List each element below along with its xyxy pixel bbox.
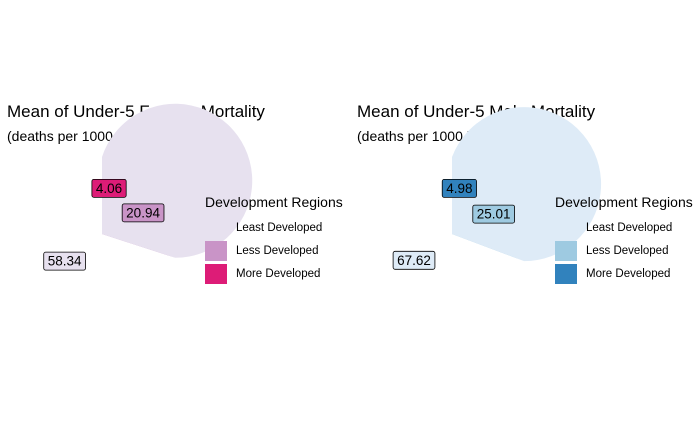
legend: Development Regions Least Developed Less…	[555, 194, 693, 285]
legend-swatch	[555, 263, 577, 284]
legend-item-more-developed: More Developed	[205, 262, 343, 285]
data-label-more-developed: 4.98	[441, 178, 477, 198]
legend-label: Less Developed	[236, 244, 319, 257]
male-mortality-panel: Mean of Under-5 Male Mortality (deaths p…	[350, 0, 700, 432]
data-label-box	[392, 250, 436, 270]
legend-item-least-developed: Least Developed	[555, 216, 693, 239]
data-label-box	[91, 178, 127, 198]
data-label-box	[121, 203, 165, 223]
legend-swatch	[205, 263, 227, 284]
legend-item-less-developed: Less Developed	[555, 239, 693, 262]
legend-label: More Developed	[586, 267, 671, 280]
legend-label: Least Developed	[236, 221, 323, 234]
legend-swatch	[555, 240, 577, 261]
legend-item-more-developed: More Developed	[555, 262, 693, 285]
legend-item-least-developed: Least Developed	[205, 216, 343, 239]
legend-swatch	[205, 217, 227, 238]
data-label-least-developed: 58.34	[43, 251, 86, 271]
data-label-least-developed: 67.62	[392, 250, 436, 270]
legend: Development Regions Least Developed Less…	[205, 194, 343, 285]
data-label-text: 4.98	[446, 181, 472, 196]
legend-label: Least Developed	[586, 221, 673, 234]
data-label-text: 58.34	[48, 254, 82, 269]
legend-item-less-developed: Less Developed	[205, 239, 343, 262]
data-label-less-developed: 20.94	[121, 203, 165, 223]
data-label-text: 20.94	[126, 205, 160, 220]
female-mortality-panel: Mean of Under-5 Female Mortality (deaths…	[7, 102, 343, 285]
data-label-box	[43, 251, 86, 271]
data-label-text: 67.62	[397, 253, 431, 268]
legend-swatch	[555, 217, 577, 238]
legend-label: Less Developed	[586, 244, 669, 257]
data-label-box	[472, 204, 515, 224]
data-label-more-developed: 4.06	[91, 178, 127, 198]
data-label-text: 4.06	[96, 181, 122, 196]
legend-swatch	[205, 240, 227, 261]
data-label-box	[441, 178, 477, 198]
legend-title: Development Regions	[205, 194, 343, 210]
data-label-text: 25.01	[477, 207, 511, 222]
legend-label: More Developed	[236, 267, 321, 280]
male-pie-chart: 4.98 25.01 67.62	[392, 107, 602, 270]
legend-title: Development Regions	[555, 194, 693, 210]
female-pie-chart: 4.06 20.94 58.34	[43, 103, 253, 271]
data-label-less-developed: 25.01	[472, 204, 515, 224]
